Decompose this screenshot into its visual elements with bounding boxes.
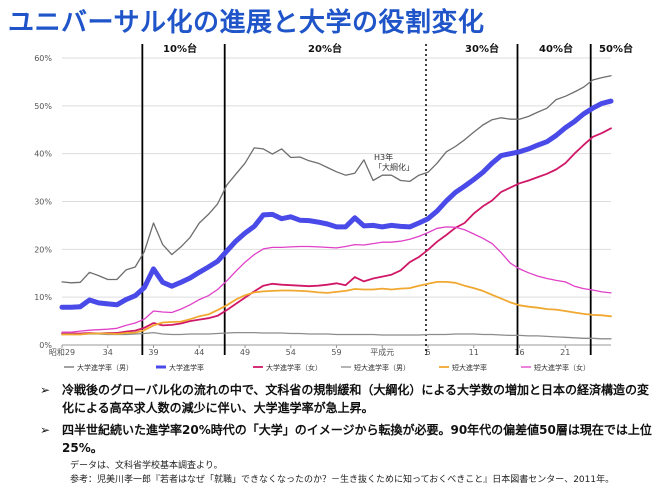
y-tick-label: 50% — [34, 102, 52, 111]
legend-label: 短大進学率 — [452, 363, 487, 372]
era-label: 30%台 — [465, 42, 499, 55]
reference-note: 参考：児美川孝一郎『若者はなぜ「就職」できなくなったのか？－生き抜くために知って… — [70, 475, 615, 485]
legend-label: 大学進学率 — [169, 363, 204, 372]
x-tick-label: 54 — [286, 348, 296, 357]
arrow-marker-icon: ➢ — [40, 423, 51, 437]
x-tick-label: 34 — [103, 348, 113, 357]
era-label: 50%台 — [599, 42, 633, 55]
page-title: ユニバーサル化の進展と大学の役割変化 — [8, 8, 485, 38]
x-tick-label: 昭和29 — [49, 348, 75, 357]
legend-label: 短大進学率（男） — [354, 363, 410, 372]
x-tick-label: 59 — [331, 348, 341, 357]
bullet-item: ➢ 四半世紀続いた進学率20%時代の「大学」のイメージから転換が必要。90年代の… — [40, 421, 660, 457]
series-line — [61, 280, 612, 336]
series-line — [61, 331, 612, 340]
y-tick-label: 10% — [34, 293, 52, 302]
y-tick-label: 20% — [34, 245, 52, 254]
era-label: 10%台 — [163, 42, 197, 55]
x-tick-label: 6 — [425, 348, 430, 357]
legend-label: 短大進学率（女） — [534, 363, 590, 372]
footnotes: データは、文科省学校基本調査より。 参考：児美川孝一郎『若者はなぜ「就職」できな… — [70, 459, 614, 487]
series-line — [61, 127, 612, 335]
data-source-note: データは、文科省学校基本調査より。 — [70, 461, 223, 471]
y-tick-label: 0% — [39, 341, 52, 350]
x-tick-label: 49 — [240, 348, 250, 357]
x-tick-label: 39 — [148, 348, 158, 357]
arrow-marker-icon: ➢ — [40, 383, 51, 397]
x-tick-label: 44 — [194, 348, 204, 357]
bullet-list: ➢ 冷戦後のグローバル化の流れの中で、文科省の規制緩和（大綱化）による大学数の増… — [40, 381, 660, 461]
annotation-label: H3年 — [374, 152, 393, 162]
y-tick-label: 30% — [34, 198, 52, 207]
legend-label: 大学進学率（女） — [266, 363, 322, 372]
era-label: 40%台 — [539, 42, 573, 55]
legend-label: 大学進学率（男） — [77, 363, 133, 372]
bullet-item: ➢ 冷戦後のグローバル化の流れの中で、文科省の規制緩和（大綱化）による大学数の増… — [40, 381, 660, 417]
bullet-text: 四半世紀続いた進学率20%時代の「大学」のイメージから転換が必要。90年代の偏差… — [62, 423, 652, 455]
series-line — [61, 226, 612, 333]
series-line — [59, 98, 614, 310]
era-label: 20%台 — [308, 42, 342, 55]
bullet-text: 冷戦後のグローバル化の流れの中で、文科省の規制緩和（大綱化）による大学数の増加と… — [62, 383, 650, 415]
x-tick-label: 21 — [560, 348, 570, 357]
x-tick-label: 16 — [514, 348, 524, 357]
series-line — [61, 75, 612, 284]
y-tick-label: 60% — [34, 54, 52, 63]
line-chart: 0% 10% 20% 30% 40% 50% 60% 昭和29 34 39 44 49 54 59 平成元 6… — [34, 42, 633, 372]
annotation-label: 「大綱化」 — [374, 162, 414, 172]
x-tick-label: 平成元 — [370, 347, 394, 357]
y-tick-label: 40% — [34, 150, 52, 159]
x-tick-label: 11 — [469, 348, 479, 357]
